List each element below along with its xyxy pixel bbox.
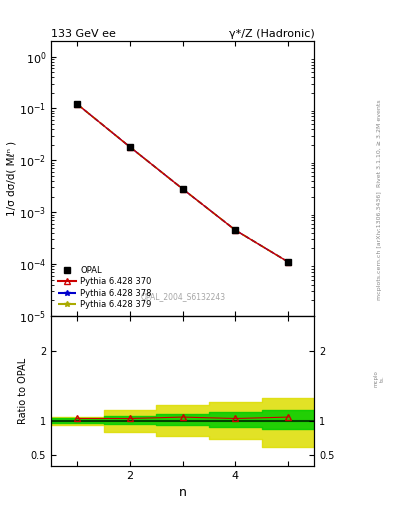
Text: γ*/Z (Hadronic): γ*/Z (Hadronic) — [229, 29, 314, 39]
Y-axis label: Ratio to OPAL: Ratio to OPAL — [18, 358, 28, 424]
Text: 133 GeV ee: 133 GeV ee — [51, 29, 116, 39]
Text: mcplots.cern.ch [arXiv:1306.3436]: mcplots.cern.ch [arXiv:1306.3436] — [377, 191, 382, 300]
Text: mcplo
ts.: mcplo ts. — [374, 371, 385, 387]
Legend: OPAL, Pythia 6.428 370, Pythia 6.428 378, Pythia 6.428 379: OPAL, Pythia 6.428 370, Pythia 6.428 378… — [55, 263, 154, 312]
Text: OPAL_2004_S6132243: OPAL_2004_S6132243 — [140, 292, 225, 301]
Y-axis label: 1/σ dσ/d( Mℓⁿ ): 1/σ dσ/d( Mℓⁿ ) — [6, 141, 16, 216]
X-axis label: n: n — [179, 486, 187, 499]
Text: Rivet 3.1.10, ≥ 3.2M events: Rivet 3.1.10, ≥ 3.2M events — [377, 99, 382, 187]
